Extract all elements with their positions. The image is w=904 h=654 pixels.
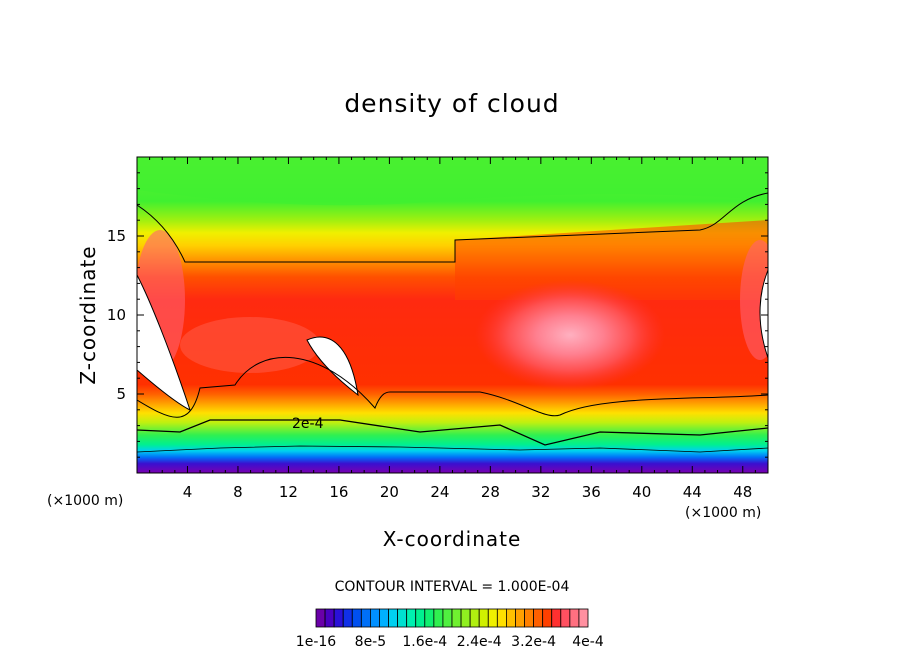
- colorbar-swatch: [424, 608, 435, 628]
- x-tick-label: 4: [183, 483, 193, 501]
- y-tick-label: 15: [107, 227, 126, 245]
- colorbar-swatch: [533, 608, 544, 628]
- chart-title: density of cloud: [344, 89, 559, 118]
- colorbar-swatch: [569, 608, 580, 628]
- x-tick-label: 44: [683, 483, 702, 501]
- colorbar-swatch: [360, 608, 371, 628]
- x-tick-label: 36: [582, 483, 601, 501]
- colorbar-tick-label: 1e-16: [296, 634, 336, 650]
- colorbar-tick-label: 8e-5: [355, 634, 386, 650]
- x-axis: 4 8 12 16 20 24 28 32 36 40 44 48: [149, 157, 756, 501]
- colorbar-tick-label: 1.6e-4: [402, 634, 447, 650]
- x-tick-label: 12: [279, 483, 298, 501]
- colorbar-swatch: [442, 608, 453, 628]
- colorbar-swatch: [342, 608, 353, 628]
- colorbar-swatch: [379, 608, 389, 628]
- colorbar-swatch: [351, 608, 362, 628]
- x-tick-label: 40: [632, 483, 651, 501]
- colorbar-swatch: [451, 608, 462, 628]
- contour-interval-text: CONTOUR INTERVAL = 1.000E-04: [335, 579, 570, 595]
- colorbar-tick-labels: 1e-16 8e-5 1.6e-4 2.4e-4 3.2e-4 4e-4: [296, 634, 604, 650]
- y-axis: 5 10 15: [107, 172, 768, 458]
- colorbar-swatch: [542, 608, 553, 628]
- colorbar-swatch: [369, 608, 380, 628]
- colorbar-swatch: [460, 608, 471, 628]
- colorbar-swatch: [496, 608, 507, 628]
- colorbar-swatch: [524, 608, 534, 628]
- x-tick-label: 20: [380, 483, 399, 501]
- colorbar-swatch: [487, 608, 498, 628]
- field-shading: [137, 157, 768, 473]
- colorbar-swatch: [333, 608, 344, 628]
- colorbar-swatch: [433, 608, 444, 628]
- colorbar-tick-label: 4e-4: [572, 634, 604, 650]
- y-tick-label: 5: [116, 385, 126, 403]
- colorbar-swatch: [478, 608, 489, 628]
- x-tick-label: 16: [329, 483, 348, 501]
- colorbar-swatch: [388, 608, 398, 628]
- x-tick-label: 28: [481, 483, 500, 501]
- colorbar-swatch: [315, 608, 326, 628]
- y-axis-label: Z-coordinate: [76, 245, 100, 384]
- colorbar-swatch: [515, 608, 525, 628]
- colorbar: [315, 608, 589, 628]
- x-tick-label: 8: [233, 483, 243, 501]
- y-tick-label: 10: [107, 306, 126, 324]
- colorbar-swatch: [469, 608, 480, 628]
- colorbar-swatch: [578, 608, 589, 628]
- z-unit-label: (×1000 m): [47, 493, 123, 509]
- x-tick-label: 24: [430, 483, 449, 501]
- colorbar-swatch: [551, 608, 562, 628]
- colorbar-swatch: [324, 608, 335, 628]
- colorbar-tick-label: 3.2e-4: [511, 634, 556, 650]
- colorbar-swatch: [505, 608, 516, 628]
- x-axis-label: X-coordinate: [383, 527, 522, 551]
- x-unit-label: (×1000 m): [685, 505, 761, 521]
- colorbar-swatch: [560, 608, 571, 628]
- colorbar-tick-label: 2.4e-4: [457, 634, 502, 650]
- contour-label: 2e-4: [292, 416, 324, 432]
- x-tick-label: 48: [733, 483, 752, 501]
- x-tick-label: 32: [531, 483, 550, 501]
- colorbar-swatch: [415, 608, 426, 628]
- colorbar-swatch: [406, 608, 417, 628]
- colorbar-swatch: [397, 608, 408, 628]
